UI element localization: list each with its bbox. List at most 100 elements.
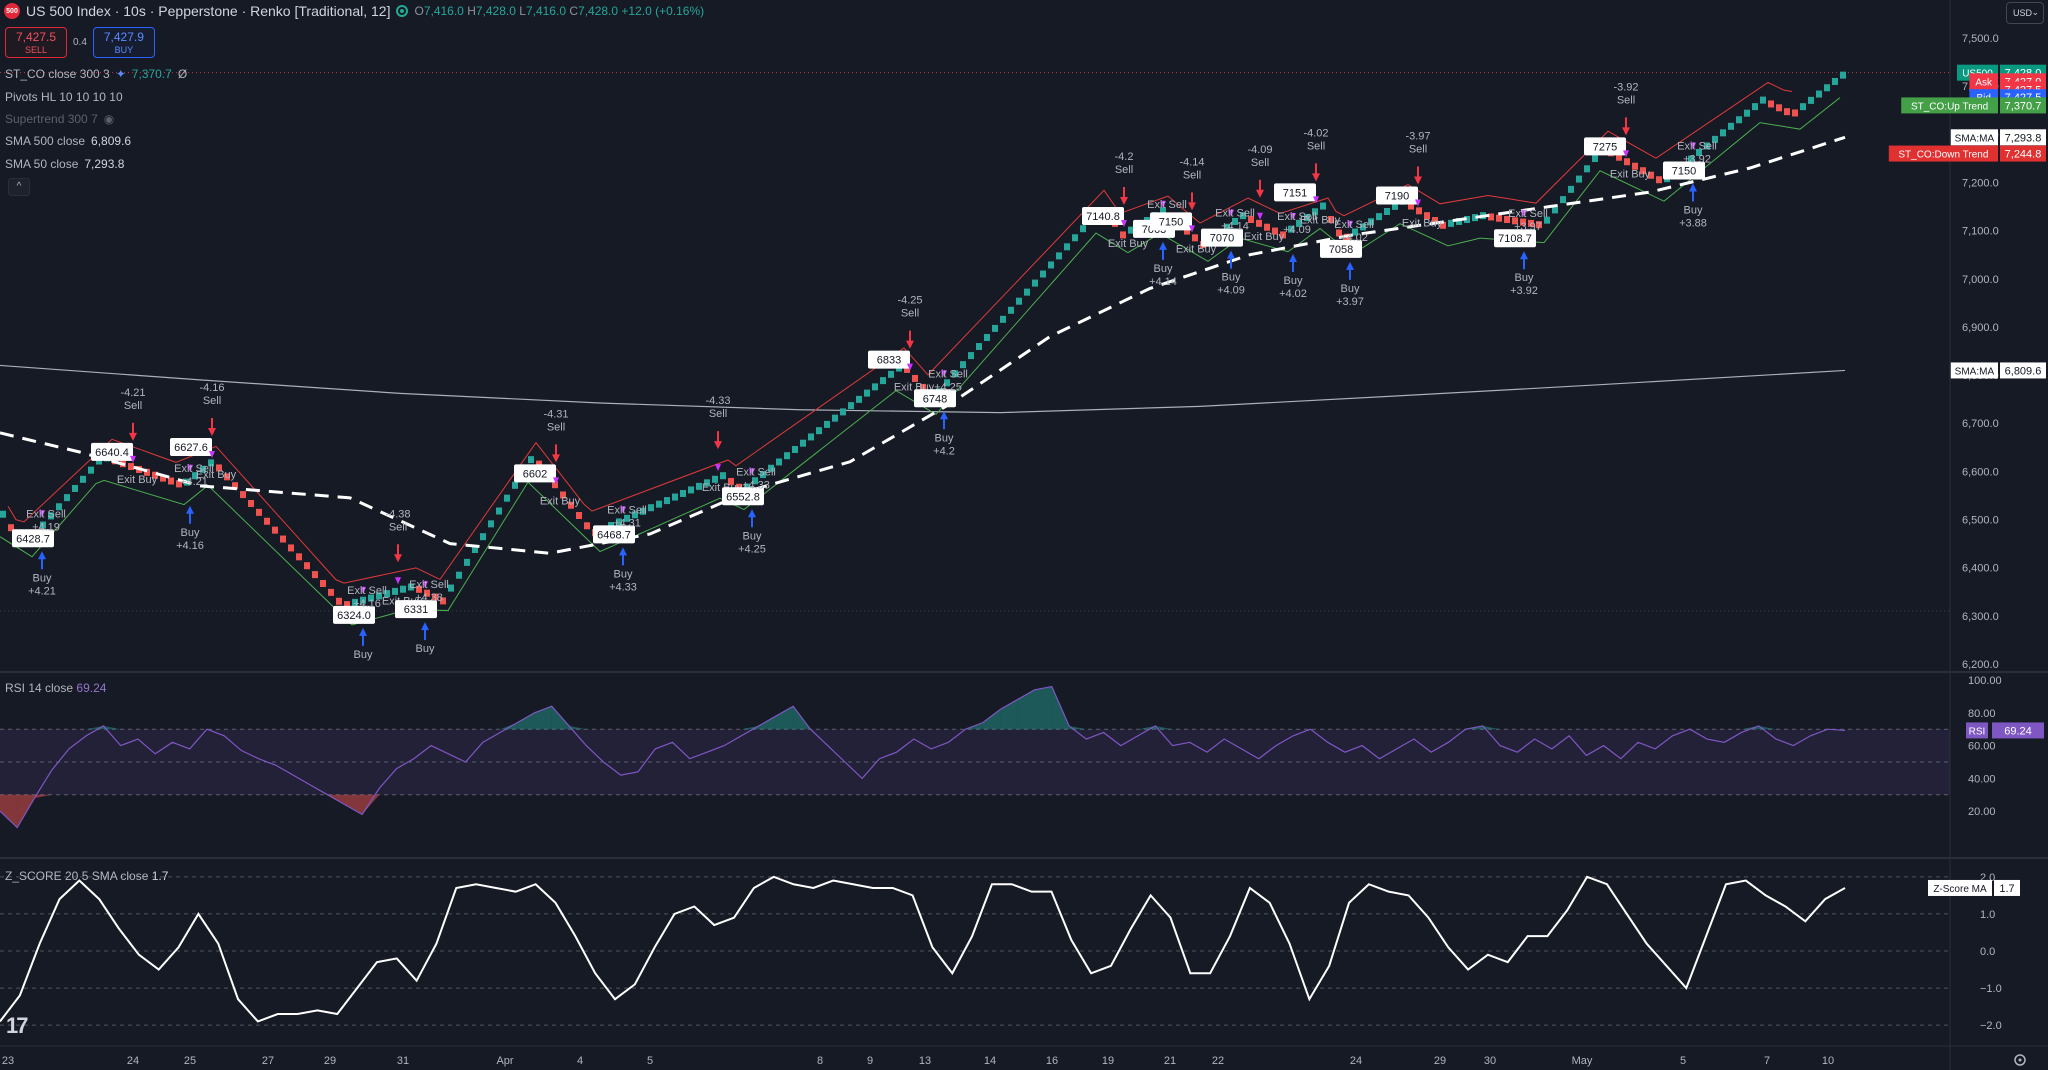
indicator-pivots[interactable]: Pivots HL 10 10 10 10 (5, 90, 123, 104)
renko-brick-down (1424, 212, 1430, 220)
renko-brick-up (792, 445, 798, 453)
renko-brick-up (704, 479, 710, 487)
collapse-legend-button[interactable]: ^ (8, 178, 30, 196)
price-tag-value: 7,293.8 (2005, 132, 2042, 144)
exit-marker-icon (620, 506, 626, 514)
zscore-tag-box (1928, 879, 1992, 896)
buy-arrow-icon (186, 505, 194, 524)
sell-arrow-icon (552, 444, 560, 463)
renko-brick-up (400, 585, 406, 593)
renko-brick-up (1016, 297, 1022, 305)
renko-brick-up (96, 457, 102, 465)
signal-pnl: +3.92 (1510, 285, 1538, 297)
exit-label: +4.38 (415, 592, 443, 604)
sell-button[interactable]: 7,427.5 SELL (5, 27, 67, 58)
signal-label: Buy (1222, 272, 1241, 284)
exit-label: +4.21 (180, 476, 208, 488)
buy-signal: Buy 6324.0 Exit Sell+4.16 (333, 585, 387, 661)
renko-brick-up (688, 486, 694, 494)
rsi-overbought-fill (1482, 725, 1501, 730)
buy-signal: Buy+4.02 Exit Sell+4.09 (1277, 211, 1317, 300)
renko-brick-up (1584, 165, 1590, 173)
renko-brick-down (1512, 217, 1518, 225)
renko-brick-up (776, 458, 782, 466)
tradingview-logo[interactable]: 17 (6, 1013, 29, 1038)
exit-label: Exit Buy (1300, 214, 1341, 226)
sell-arrow-icon (1120, 187, 1128, 206)
sell-signal: Sell-3.92 7275 Exit Buy (1584, 81, 1651, 180)
sell-arrow-icon (1312, 163, 1320, 182)
rsi-overbought-fill (103, 725, 121, 730)
renko-brick-up (472, 546, 478, 554)
renko-brick-up (752, 477, 758, 485)
exit-label: Exit Sell (1334, 219, 1374, 231)
sell-signal: Sell-4.02 7151 Exit Buy (1274, 127, 1341, 226)
renko-brick-up (840, 408, 846, 416)
price-tag-text: 6627.6 (174, 442, 208, 454)
rsi-legend[interactable]: RSI 14 close 69.24 (5, 681, 107, 695)
renko-brick-up (768, 464, 774, 472)
renko-brick-up (984, 333, 990, 341)
time-tick-label: Apr (496, 1055, 513, 1067)
exit-label: Exit Sell (1215, 208, 1255, 220)
price-tick-label: 6,300.0 (1962, 611, 1999, 623)
price-tag-text: 7070 (1210, 233, 1234, 245)
renko-brick-up (712, 475, 718, 483)
symbol-title[interactable]: US 500 Index · 10s · Pepperstone · Renko… (26, 3, 391, 19)
hidden-eye-icon[interactable]: ◉ (103, 112, 115, 126)
price-tag-box (91, 442, 133, 461)
signal-label: Buy (354, 649, 373, 661)
indicator-st-co[interactable]: ST_CO close 300 3 ✦ 7,370.7 Ø (5, 67, 188, 81)
renko-brick-down (432, 593, 438, 601)
rsi-tick-label: 40.00 (1968, 773, 1996, 785)
renko-brick-down (256, 508, 262, 516)
rsi-tick-label: 80.00 (1968, 708, 1996, 720)
exit-label: Exit Sell (26, 508, 66, 520)
renko-brick-up (0, 510, 6, 518)
renko-brick-up (456, 571, 462, 579)
exit-label: Exit Sell (928, 368, 968, 380)
ohlc-values: O7,416.0 H7,428.0 L7,416.0 C7,428.0 +12.… (414, 4, 705, 18)
signal-label: Sell (124, 400, 142, 412)
exit-label: Exit Buy (1108, 238, 1149, 250)
renko-brick-down (280, 535, 286, 543)
signal-pnl: -3.92 (1613, 81, 1638, 93)
exit-marker-icon (1521, 210, 1527, 218)
signal-label: Sell (547, 421, 565, 433)
renko-brick-up (1552, 206, 1558, 214)
signal-pnl: -4.16 (199, 382, 224, 394)
price-tag-box (1274, 183, 1316, 202)
buy-button[interactable]: 7,427.9 BUY (92, 27, 155, 58)
zscore-value-label: 1.7 (1999, 883, 2014, 895)
exit-label: Exit Buy (1610, 168, 1651, 180)
time-tick-label: 24 (1350, 1055, 1362, 1067)
time-tick-label: 29 (324, 1055, 336, 1067)
time-axis[interactable]: 23 24 25 27 29 31 Apr 4 5 8 9 13 14 16 19 21 22 24 29 30 May… (2, 1054, 2026, 1067)
indicator-supertrend[interactable]: Supertrend 300 7 ◉ (5, 112, 115, 126)
price-axis-tag: SMA:MA 7,293.8 (1950, 129, 2046, 146)
renko-brick-up (1592, 155, 1598, 163)
price-tag-name-box (1950, 129, 1998, 146)
renko-brick-up (80, 475, 86, 483)
exit-marker-icon (1313, 196, 1319, 204)
renko-brick-up (1320, 202, 1326, 210)
exit-label: Exit Buy (117, 474, 158, 486)
renko-brick-down (1440, 221, 1446, 229)
renko-brick-down (1784, 108, 1790, 116)
currency-select[interactable]: USD ⌄ (2006, 2, 2044, 24)
buy-arrow-icon (1227, 250, 1235, 269)
renko-brick-up (1000, 315, 1006, 323)
sell-signal: Sell-4.16 6627.6 Exit Buy (170, 382, 237, 481)
renko-brick-down (1280, 231, 1286, 239)
time-tick-label: 23 (2, 1055, 14, 1067)
renko-brick-down (152, 471, 158, 479)
zscore-legend[interactable]: Z_SCORE 20 5 SMA close 1.7 (5, 869, 169, 883)
renko-brick-up (1312, 208, 1318, 216)
indicator-sma-50[interactable]: SMA 50 close 7,293.8 (5, 157, 125, 171)
price-axis-tag: ST_CO:Down Trend 7,244.8 (1888, 145, 2046, 162)
signal-label: Buy (1515, 272, 1534, 284)
indicator-sma-500[interactable]: SMA 500 close 6,809.6 (5, 134, 132, 148)
renko-brick-up (376, 592, 382, 600)
renko-brick-down (1192, 234, 1198, 242)
